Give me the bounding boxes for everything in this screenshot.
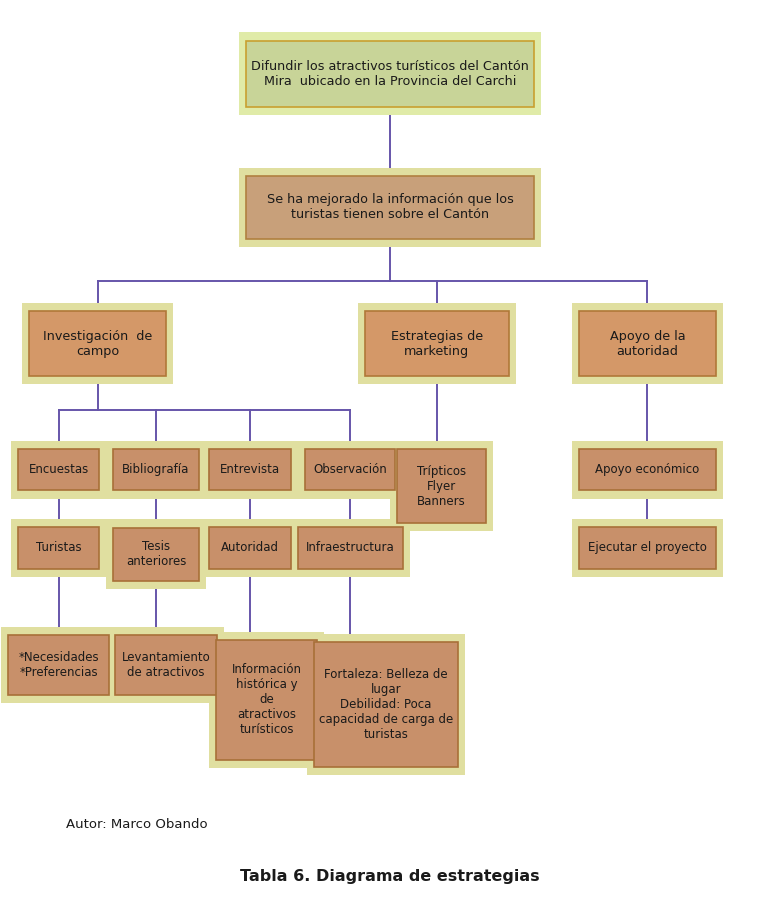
Text: Tabla 6. Diagrama de estrategias: Tabla 6. Diagrama de estrategias <box>240 869 540 884</box>
FancyBboxPatch shape <box>573 441 722 499</box>
FancyBboxPatch shape <box>106 441 206 499</box>
Text: Apoyo de la
autoridad: Apoyo de la autoridad <box>610 330 685 357</box>
Text: Ejecutar el proyecto: Ejecutar el proyecto <box>588 542 707 554</box>
FancyBboxPatch shape <box>201 441 298 499</box>
FancyBboxPatch shape <box>298 441 402 499</box>
FancyBboxPatch shape <box>30 311 165 376</box>
FancyBboxPatch shape <box>579 311 716 376</box>
FancyBboxPatch shape <box>11 441 106 499</box>
FancyBboxPatch shape <box>17 449 100 490</box>
Text: Estrategias de
marketing: Estrategias de marketing <box>391 330 483 357</box>
Text: Observación: Observación <box>314 463 387 476</box>
Text: Autoridad: Autoridad <box>221 542 278 554</box>
FancyBboxPatch shape <box>201 519 298 577</box>
FancyBboxPatch shape <box>573 303 722 384</box>
FancyBboxPatch shape <box>239 32 541 115</box>
FancyBboxPatch shape <box>113 449 199 490</box>
Text: Trípticos
Flyer
Banners: Trípticos Flyer Banners <box>417 465 466 507</box>
FancyBboxPatch shape <box>365 311 509 376</box>
FancyBboxPatch shape <box>17 527 100 569</box>
FancyBboxPatch shape <box>298 527 402 569</box>
FancyBboxPatch shape <box>246 41 534 107</box>
FancyBboxPatch shape <box>389 441 493 531</box>
FancyBboxPatch shape <box>307 635 465 775</box>
FancyBboxPatch shape <box>579 449 716 490</box>
FancyBboxPatch shape <box>106 519 206 589</box>
Text: Fortaleza: Belleza de
lugar
Debilidad: Poca
capacidad de carga de
turistas: Fortaleza: Belleza de lugar Debilidad: P… <box>319 668 453 741</box>
FancyBboxPatch shape <box>8 635 109 694</box>
FancyBboxPatch shape <box>115 635 217 694</box>
FancyBboxPatch shape <box>246 176 534 239</box>
Text: Infraestructura: Infraestructura <box>306 542 395 554</box>
FancyBboxPatch shape <box>239 168 541 247</box>
FancyBboxPatch shape <box>1 626 116 704</box>
FancyBboxPatch shape <box>396 449 487 523</box>
Text: Información
histórica y
de
atractivos
turísticos: Información histórica y de atractivos tu… <box>232 663 302 737</box>
FancyBboxPatch shape <box>113 528 199 581</box>
Text: Turistas: Turistas <box>36 542 81 554</box>
FancyBboxPatch shape <box>573 519 722 577</box>
Text: Difundir los atractivos turísticos del Cantón
Mira  ubicado en la Provincia del : Difundir los atractivos turísticos del C… <box>251 60 529 87</box>
FancyBboxPatch shape <box>11 519 106 577</box>
Text: Investigación  de
campo: Investigación de campo <box>43 330 152 357</box>
Text: Se ha mejorado la información que los
turistas tienen sobre el Cantón: Se ha mejorado la información que los tu… <box>267 193 513 221</box>
FancyBboxPatch shape <box>579 527 716 569</box>
Text: Autor: Marco Obando: Autor: Marco Obando <box>66 818 208 831</box>
Text: Encuestas: Encuestas <box>28 463 89 476</box>
FancyBboxPatch shape <box>314 643 458 766</box>
FancyBboxPatch shape <box>108 626 224 704</box>
FancyBboxPatch shape <box>216 640 317 760</box>
Text: Apoyo económico: Apoyo económico <box>595 463 700 476</box>
Text: Entrevista: Entrevista <box>219 463 280 476</box>
FancyBboxPatch shape <box>290 519 410 577</box>
Text: *Necesidades
*Preferencias: *Necesidades *Preferencias <box>18 651 99 679</box>
Text: Bibliografía: Bibliografía <box>122 463 190 476</box>
FancyBboxPatch shape <box>209 632 324 768</box>
FancyBboxPatch shape <box>357 303 516 384</box>
Text: Levantamiento
de atractivos: Levantamiento de atractivos <box>122 651 211 679</box>
FancyBboxPatch shape <box>209 449 290 490</box>
Text: Tesis
anteriores: Tesis anteriores <box>126 541 186 568</box>
FancyBboxPatch shape <box>306 449 395 490</box>
FancyBboxPatch shape <box>23 303 172 384</box>
FancyBboxPatch shape <box>209 527 290 569</box>
